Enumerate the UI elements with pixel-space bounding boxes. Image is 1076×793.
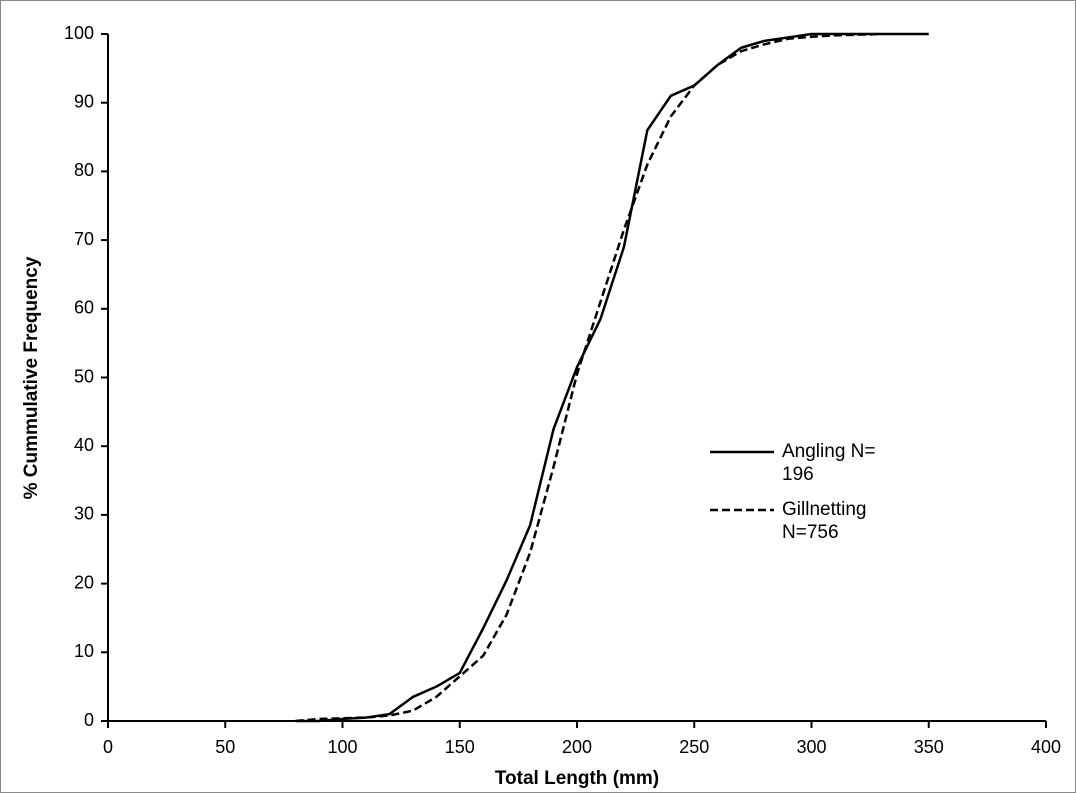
x-axis-title: Total Length (mm) <box>495 768 659 789</box>
x-tick-label: 400 <box>1031 737 1061 757</box>
y-tick-label: 60 <box>74 298 94 318</box>
legend-item: Angling N= 196 <box>782 441 876 485</box>
y-tick-label: 10 <box>74 641 94 661</box>
x-tick-label: 50 <box>215 737 235 757</box>
y-tick-label: 70 <box>74 229 94 249</box>
x-tick-label: 250 <box>679 737 709 757</box>
y-tick-label: 30 <box>74 504 94 524</box>
x-tick-label: 300 <box>796 737 826 757</box>
y-tick-label: 90 <box>74 91 94 111</box>
y-tick-label: 100 <box>64 23 94 43</box>
y-tick-label: 0 <box>84 710 94 730</box>
y-tick-label: 80 <box>74 160 94 180</box>
legend-item: Gillnetting N=756 <box>782 499 867 543</box>
y-tick-label: 50 <box>74 366 94 386</box>
x-tick-label: 150 <box>445 737 475 757</box>
series-line <box>295 32 882 723</box>
legend-label: Angling N= 196 <box>782 441 876 485</box>
y-tick-label: 40 <box>74 435 94 455</box>
legend-label: Gillnetting N=756 <box>782 499 867 543</box>
x-tick-label: 0 <box>103 737 113 757</box>
series-line <box>295 32 929 723</box>
x-tick-label: 200 <box>562 737 592 757</box>
y-axis-title: % Cummulative Frequency <box>21 256 42 499</box>
x-tick-label: 350 <box>914 737 944 757</box>
x-tick-label: 100 <box>327 737 357 757</box>
y-tick-label: 20 <box>74 572 94 592</box>
